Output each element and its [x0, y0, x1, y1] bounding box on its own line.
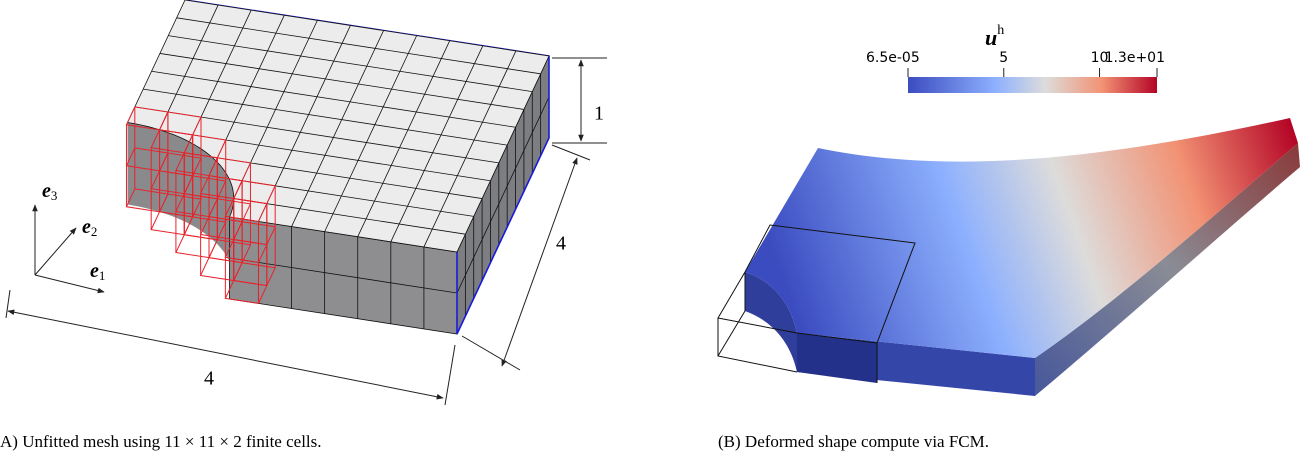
height-label: 1	[594, 103, 604, 125]
deformed-shape	[718, 118, 1300, 396]
axis-symbol: e	[90, 260, 99, 282]
depth-label: 4	[556, 233, 566, 255]
mesh-panel	[101, 0, 549, 334]
caption: (B) Deformed shape compute via FCM.	[718, 432, 989, 451]
axis-label: e3	[42, 180, 57, 203]
axis-symbol: e	[42, 180, 51, 202]
colorbar-tick-label: 5	[999, 50, 1008, 66]
colorbar-symbol: u	[985, 25, 997, 50]
colorbar-tick-label: 6.5e-05	[866, 50, 920, 66]
axis-index: 1	[99, 268, 106, 283]
width-label: 4	[204, 368, 214, 390]
colorbar-tick-label: 1.3e+01	[1105, 50, 1165, 66]
axis-index: 3	[51, 188, 58, 203]
axis-index: 2	[91, 224, 98, 239]
colorbar-title: uh	[985, 23, 1004, 50]
caption: A) Unfitted mesh using 11 × 11 × 2 finit…	[0, 432, 322, 451]
figure: 1 4 4 e3 e2 e1 6.5e-055101.3e+01 uh A) U…	[0, 0, 1307, 466]
axis-label: e2	[82, 216, 97, 239]
axis-symbol: e	[82, 216, 91, 238]
colorbar-gradient	[908, 77, 1157, 93]
axis-label: e1	[90, 260, 105, 283]
colorbar-superscript: h	[997, 23, 1004, 38]
